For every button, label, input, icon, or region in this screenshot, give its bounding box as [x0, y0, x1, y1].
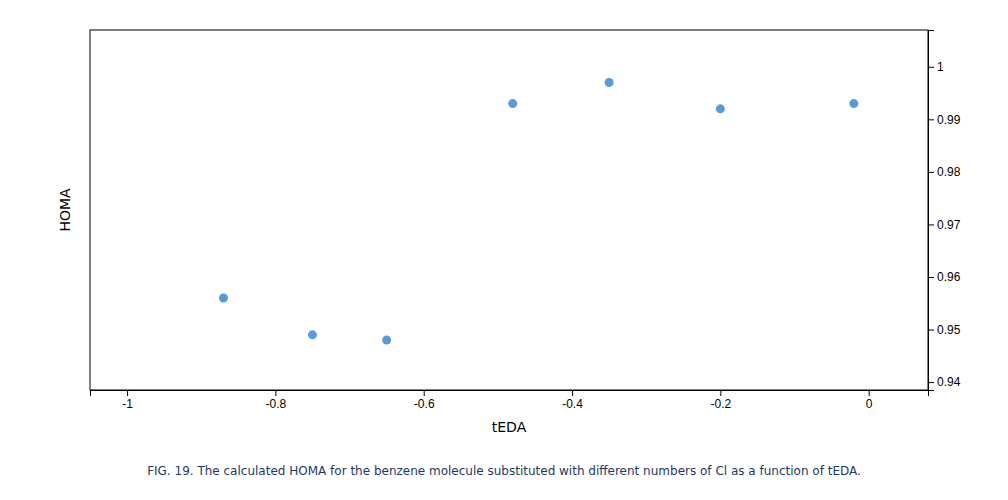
point	[382, 336, 391, 345]
x-tick-mark	[720, 390, 721, 396]
x-tick-mark	[572, 390, 573, 396]
x-tick-mark	[869, 390, 870, 396]
y-tick-mark	[928, 277, 934, 278]
y-tick-label: 0.97	[937, 218, 961, 232]
caption: FIG. 19. The calculated HOMA for the ben…	[147, 464, 861, 478]
y-tick: 1	[928, 60, 944, 74]
x-tick-label: 0	[866, 397, 873, 411]
x-tick-label: -0.2	[711, 397, 732, 411]
y-tick-mark	[928, 224, 934, 225]
point	[308, 330, 317, 339]
x-axis: -1 -0.8 -0.6 -0.4 -0.2 0	[91, 390, 929, 411]
y-tick-mark	[928, 172, 934, 173]
y-tick-mark	[928, 330, 934, 331]
x-tick-label: -0.4	[562, 397, 583, 411]
x-tick: -0.8	[266, 390, 287, 411]
y-tick-label: 0.96	[937, 270, 961, 284]
x-tick-label: -0.6	[414, 397, 435, 411]
x-tick-label: -1	[122, 397, 133, 411]
y-tick: 0.99	[928, 113, 961, 127]
plot-frame	[90, 30, 928, 390]
y-axis-title: HOMA	[57, 188, 73, 232]
y-tick: 0.96	[928, 270, 961, 284]
y-tick-label: 0.98	[937, 165, 961, 179]
x-axis-line	[91, 391, 929, 397]
y-tick-mark	[928, 382, 934, 383]
point	[508, 99, 517, 108]
x-tick-mark	[275, 390, 276, 396]
y-tick-mark	[928, 119, 934, 120]
y-axis-line	[929, 31, 935, 391]
x-tick: -1	[122, 390, 133, 411]
y-tick: 0.94	[928, 375, 961, 389]
y-tick-label: 0.99	[937, 113, 961, 127]
point	[605, 78, 614, 87]
x-tick: -0.4	[562, 390, 583, 411]
point	[849, 99, 858, 108]
x-tick-mark	[424, 390, 425, 396]
y-tick: 0.98	[928, 165, 961, 179]
y-tick: 0.97	[928, 218, 961, 232]
x-tick: 0	[866, 390, 873, 411]
point	[219, 294, 228, 303]
points	[219, 78, 858, 345]
point	[716, 104, 725, 113]
x-tick: -0.6	[414, 390, 435, 411]
y-tick-label: 0.95	[937, 323, 961, 337]
x-tick-label: -0.8	[266, 397, 287, 411]
x-tick: -0.2	[711, 390, 732, 411]
x-axis-title: tEDA	[492, 419, 527, 435]
y-axis: 0.94 0.95 0.96 0.97 0.98 0.99 1	[928, 31, 961, 391]
chart: -1-0.8-0.6-0.4-0.200.940.950.960.970.980…	[0, 0, 1008, 500]
x-tick-mark	[127, 390, 128, 396]
y-tick-mark	[928, 67, 934, 68]
y-tick: 0.95	[928, 323, 961, 337]
y-tick-label: 1	[937, 60, 944, 74]
y-tick-label: 0.94	[937, 375, 961, 389]
plot-area: -1-0.8-0.6-0.4-0.200.940.950.960.970.980…	[90, 30, 961, 411]
